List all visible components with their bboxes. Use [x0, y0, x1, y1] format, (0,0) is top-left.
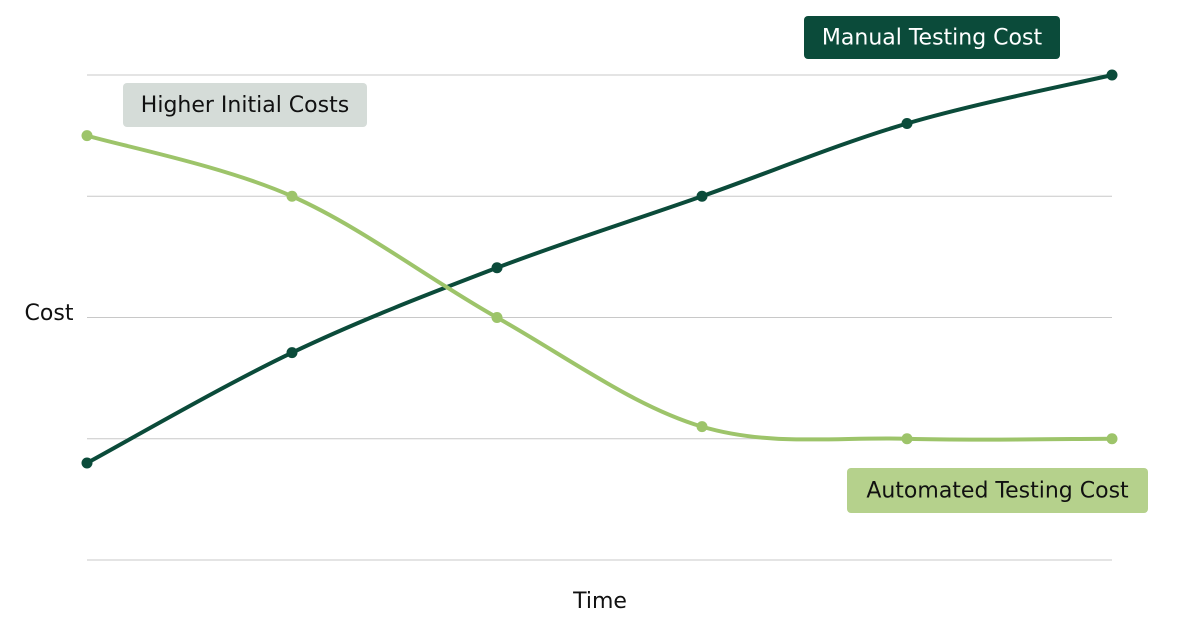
data-point: [901, 433, 913, 445]
x-axis-label: Time: [572, 589, 627, 614]
annotation-text: Higher Initial Costs: [141, 93, 349, 118]
y-axis-label: Cost: [25, 301, 74, 326]
annotation: Higher Initial Costs: [123, 83, 367, 127]
annotation-box: [847, 468, 1148, 513]
data-point: [81, 130, 93, 142]
data-point: [286, 190, 298, 202]
annotation: Manual Testing Cost: [804, 16, 1060, 59]
data-point: [696, 421, 708, 433]
annotation-box: [123, 83, 367, 127]
data-point: [81, 457, 93, 469]
data-point: [901, 118, 913, 129]
data-point: [696, 190, 708, 202]
annotation-box: [804, 16, 1060, 59]
data-point: [286, 347, 298, 359]
series-line: [85, 73, 1114, 465]
data-point: [1106, 433, 1118, 445]
annotation-text: Manual Testing Cost: [822, 26, 1043, 51]
series-line: [85, 133, 1114, 442]
annotation: Automated Testing Cost: [847, 468, 1148, 513]
data-point: [1106, 69, 1118, 81]
data-point: [491, 312, 503, 323]
data-point: [491, 262, 503, 274]
annotation-text: Automated Testing Cost: [866, 479, 1129, 504]
